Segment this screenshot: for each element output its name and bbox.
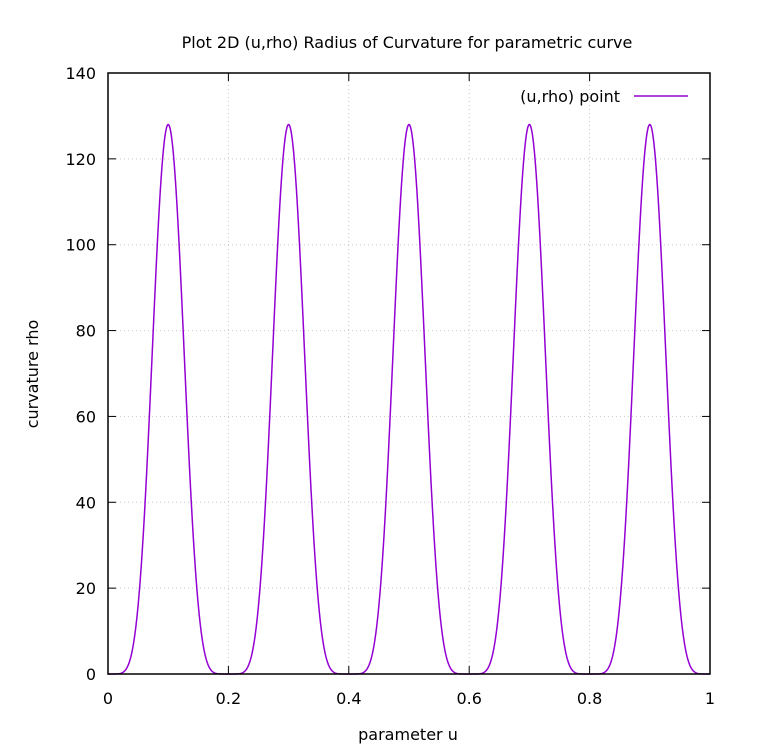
series-line	[108, 123, 710, 675]
y-tick-label: 80	[76, 322, 96, 341]
x-tick-label: 0.8	[577, 689, 602, 708]
legend: (u,rho) point	[520, 87, 688, 106]
axis-ticks: 0 0.2 0.4 0.6 0.8 1 0 20 40 60 80 100 120 140	[65, 64, 715, 708]
x-tick-label: 0.2	[216, 689, 241, 708]
x-tick-label: 1	[705, 689, 715, 708]
y-axis-label: curvature rho	[23, 320, 42, 429]
y-tick-label: 20	[76, 579, 96, 598]
y-tick-label: 0	[86, 665, 96, 684]
y-tick-label: 120	[65, 150, 96, 169]
y-tick-label: 100	[65, 236, 96, 255]
x-axis-label: parameter u	[358, 725, 458, 744]
y-tick-label: 60	[76, 407, 96, 426]
plot-frame	[107, 72, 711, 675]
chart-title: Plot 2D (u,rho) Radius of Curvature for …	[182, 33, 633, 52]
series-layer	[108, 123, 710, 675]
x-tick-label: 0.4	[336, 689, 361, 708]
x-tick-label: 0	[103, 689, 113, 708]
grid	[108, 73, 710, 674]
x-tick-label: 0.6	[456, 689, 481, 708]
legend-label: (u,rho) point	[520, 87, 620, 106]
y-tick-label: 140	[65, 64, 96, 83]
y-tick-label: 40	[76, 493, 96, 512]
